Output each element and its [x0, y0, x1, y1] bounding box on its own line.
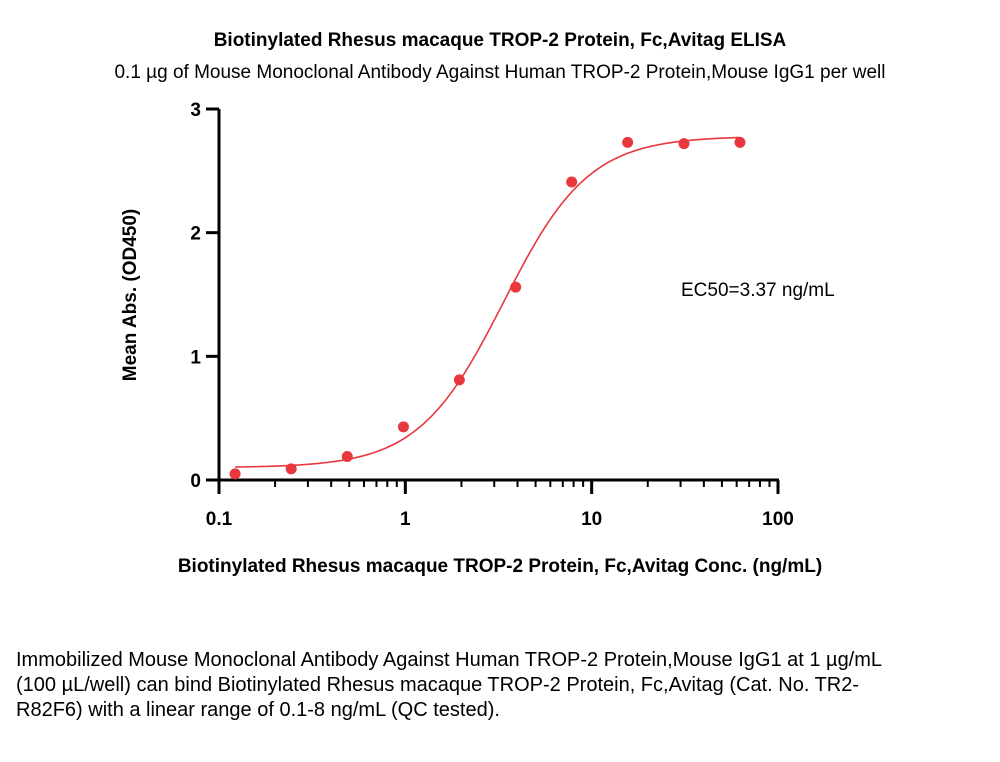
data-point — [397, 421, 409, 433]
elisa-chart: 0 1 2 3 0.1 1 10 100 Mean Abs. (OD450) Biotinyl… — [120, 100, 835, 577]
data-point — [341, 451, 353, 463]
x-tick-label: 100 — [762, 509, 794, 530]
y-tick-label: 0 — [190, 471, 201, 492]
y-axis-label: Mean Abs. (OD450) — [120, 209, 141, 381]
ec50-annotation: EC50=3.37 ng/mL — [681, 280, 835, 301]
data-point — [734, 136, 746, 148]
data-point — [229, 468, 241, 480]
data-point — [285, 463, 297, 475]
data-point — [453, 374, 465, 386]
y-tick-label: 3 — [190, 100, 201, 121]
data-point — [510, 281, 522, 293]
y-tick-label: 2 — [190, 224, 201, 245]
data-point — [566, 176, 578, 188]
caption-text: Immobilized Mouse Monoclonal Antibody Ag… — [16, 649, 882, 721]
data-points-group — [229, 136, 746, 480]
chart-subtitle: 0.1 µg of Mouse Monoclonal Antibody Agai… — [114, 62, 886, 83]
chart-title: Biotinylated Rhesus macaque TROP-2 Prote… — [213, 30, 787, 51]
data-point — [678, 138, 690, 150]
x-axis-label: Biotinylated Rhesus macaque TROP-2 Prote… — [178, 556, 822, 577]
fit-curve-group — [235, 136, 740, 468]
y-tick-label: 1 — [190, 347, 201, 368]
x-tick-label: 0.1 — [206, 509, 233, 530]
data-point — [622, 136, 634, 148]
axes: 0 1 2 3 0.1 1 10 100 — [190, 100, 793, 530]
x-tick-label: 1 — [400, 509, 411, 530]
x-tick-label: 10 — [581, 509, 602, 530]
fit-curve — [235, 136, 740, 468]
